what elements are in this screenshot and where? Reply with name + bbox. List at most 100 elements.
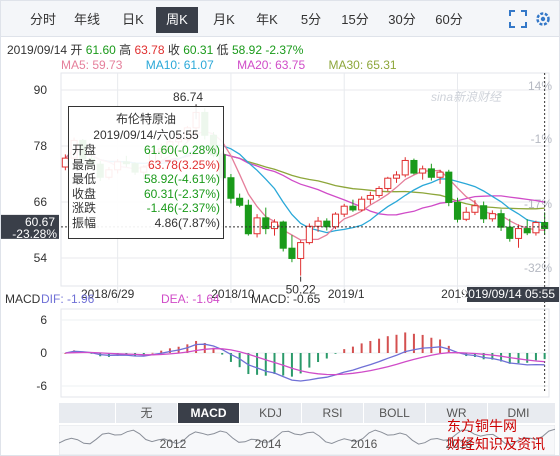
indicator-tab-macd[interactable]: MACD [177, 403, 239, 423]
sina-watermark: sina新浪财经 [431, 90, 503, 104]
candle-body [367, 195, 373, 199]
candle-body [411, 160, 417, 173]
macd-dif-line [65, 344, 544, 381]
high-value: 63.78 [135, 43, 165, 57]
candle-body [454, 202, 460, 219]
macd-bar [369, 341, 371, 353]
gear-icon[interactable] [534, 10, 552, 28]
candle-body [237, 198, 243, 205]
candle-body [533, 223, 539, 233]
macd-bar [430, 338, 432, 353]
candle-body [245, 205, 251, 233]
tooltip-row-close: 收盘 60.31(-2.37%) [72, 187, 220, 202]
macd-bar [308, 353, 310, 368]
candle-body [498, 214, 504, 228]
macd-bar [152, 353, 154, 354]
candle-body [481, 206, 487, 219]
tooltip-row-amplitude: 振幅 4.86(7.87%) [72, 216, 220, 231]
expand-icon[interactable] [509, 10, 527, 28]
pct-tick-label: -32% [524, 261, 552, 275]
open-label: 开 [70, 43, 82, 57]
candle-body [489, 214, 495, 219]
candle-body [420, 169, 426, 173]
candle-body [446, 172, 452, 202]
ma5-label: MA5: 59.73 [61, 58, 122, 72]
tab-fenshi[interactable]: 分时 [23, 7, 63, 33]
macd-bar [544, 353, 546, 359]
macd-bar [352, 347, 354, 353]
candle-body [428, 169, 434, 177]
macd-dea-label: DEA: -1.64 [161, 292, 220, 306]
tab-rik[interactable]: 日K [113, 7, 153, 33]
macd-y-tick: -6 [36, 379, 47, 393]
candle-body [507, 227, 513, 238]
macd-y-tick: 0 [40, 346, 47, 360]
macd-bar [526, 353, 528, 363]
tab-15min[interactable]: 15分 [335, 7, 375, 33]
candle-body [289, 248, 295, 258]
y-tick-label: 54 [34, 251, 48, 265]
tooltip-title: 布伦特原油 [72, 111, 220, 127]
tab-5min[interactable]: 5分 [293, 7, 329, 33]
macd-bar [404, 332, 406, 353]
candle-body [324, 221, 330, 227]
candle-body [524, 229, 530, 233]
quote-tooltip: 布伦特原油 2019/09/14/六05:55 开盘 61.60(-0.28%) … [68, 106, 224, 239]
macd-bar [535, 353, 537, 360]
macd-bar [422, 335, 424, 353]
macd-label: MACD [5, 292, 41, 306]
candle-body [228, 178, 234, 199]
crosshair-date: 2019/09/14 05:55 [462, 287, 556, 301]
macd-bar [282, 353, 284, 376]
tooltip-row-change: 涨跌 -1.46(-2.37%) [72, 201, 220, 216]
macd-bar [396, 335, 398, 353]
candle-body [515, 229, 521, 239]
ma-legend: MA5: 59.73 MA10: 61.07 MA20: 63.75 MA30:… [61, 58, 417, 72]
candle-body [271, 222, 277, 229]
candle-body [437, 172, 443, 177]
high-annotation: 86.74 [173, 90, 203, 104]
ma30-label: MA30: 65.31 [329, 58, 397, 72]
candle-body [332, 214, 338, 227]
macd-bar [291, 353, 293, 377]
ma10-label: MA10: 61.07 [146, 58, 214, 72]
tooltip-row-high: 最高 63.78(3.25%) [72, 158, 220, 173]
candle-body [315, 221, 321, 226]
tab-yuek[interactable]: 月K [204, 7, 244, 33]
macd-y-tick: 6 [40, 313, 47, 327]
candle-body [402, 160, 408, 174]
indicator-tab-rsi[interactable]: RSI [301, 403, 363, 423]
low-value: 58.92 [232, 43, 262, 57]
macd-value-label: MACD: -0.65 [251, 292, 321, 306]
change-value: -2.37% [265, 43, 303, 57]
tab-zhouk[interactable]: 周K [156, 7, 198, 33]
macd-bar [335, 353, 337, 354]
period-tabs: 分时 年线 日K 周K 月K 年K 5分 15分 30分 60分 [1, 1, 559, 37]
candle-body [341, 206, 347, 214]
close-label: 收 [168, 43, 180, 57]
indicator-tab-boll[interactable]: BOLL [363, 403, 425, 423]
macd-bar [361, 343, 363, 353]
macd-bar [343, 349, 345, 353]
macd-bar [221, 353, 223, 355]
tab-nianxian[interactable]: 年线 [67, 7, 107, 33]
y-tick-label: 90 [34, 83, 48, 97]
quote-date: 2019/09/14 [7, 43, 67, 57]
indicator-tab-none[interactable]: 无 [115, 403, 177, 423]
navigator-year-label: 2012 [160, 437, 187, 451]
low-label: 低 [217, 43, 229, 57]
candle-body [350, 206, 356, 210]
macd-bar [317, 353, 319, 362]
candle-body [359, 199, 365, 210]
candle-body [376, 188, 382, 195]
open-value: 61.60 [86, 43, 116, 57]
macd-bar [326, 353, 328, 359]
candle-body [385, 178, 391, 188]
candle-body [393, 175, 399, 178]
high-label: 高 [119, 43, 131, 57]
tab-30min[interactable]: 30分 [382, 7, 422, 33]
tab-niank[interactable]: 年K [247, 7, 287, 33]
tab-60min[interactable]: 60分 [429, 7, 469, 33]
indicator-tab-kdj[interactable]: KDJ [239, 403, 301, 423]
candle-body [306, 226, 312, 242]
